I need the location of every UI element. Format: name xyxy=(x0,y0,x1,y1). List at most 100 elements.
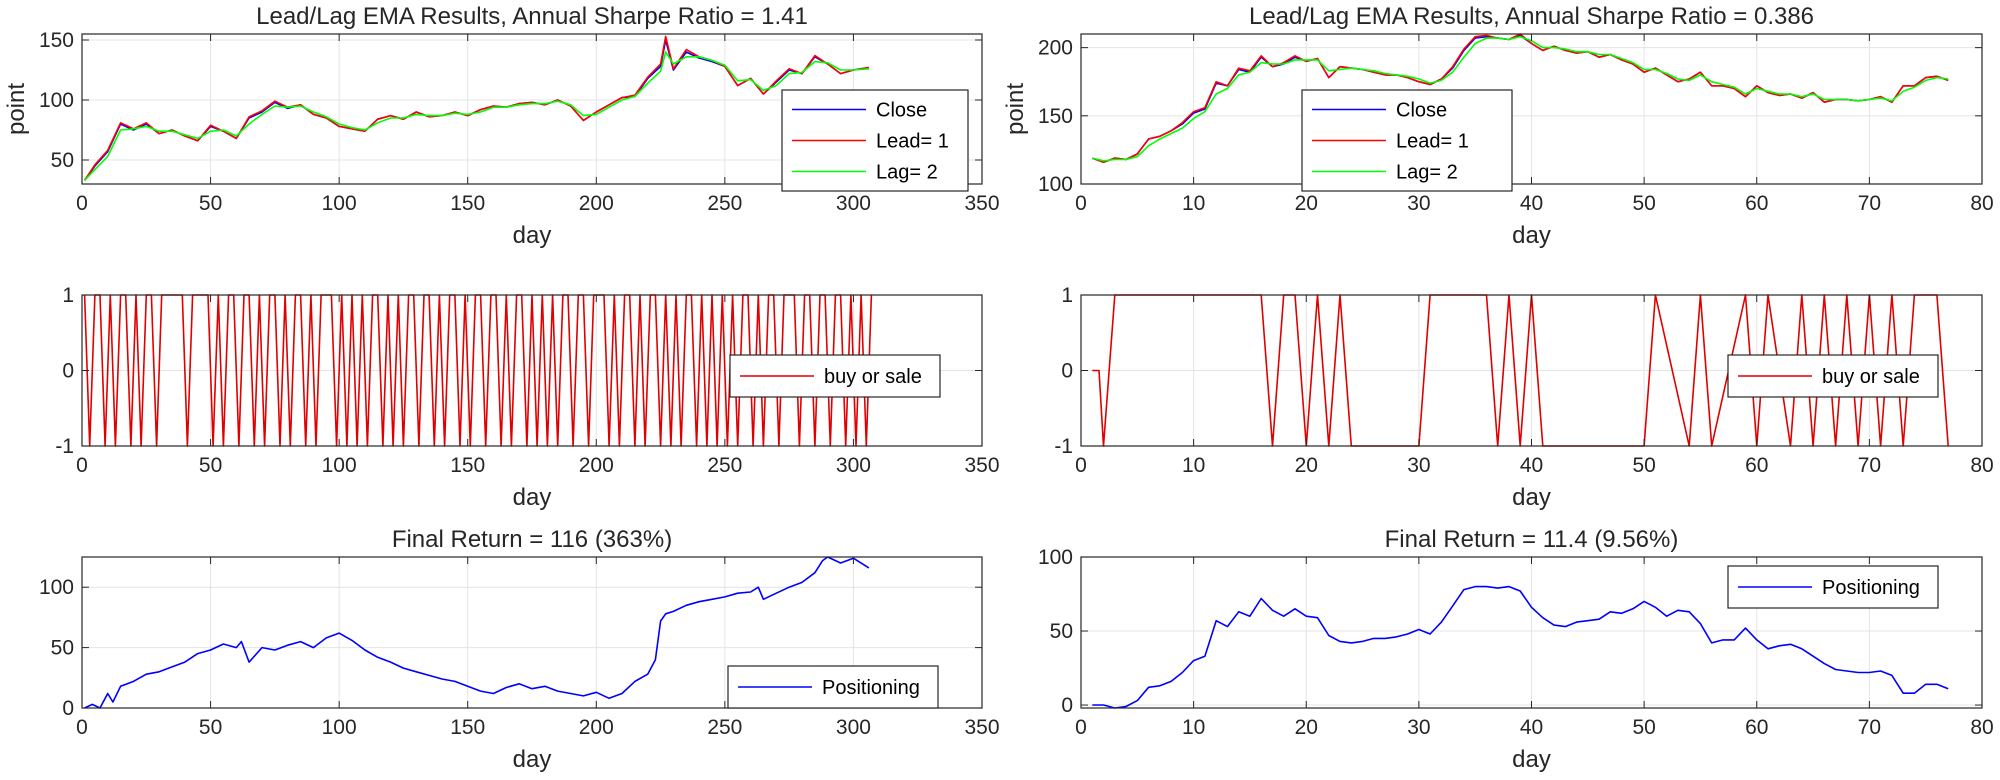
right-signal-xtick-label: 20 xyxy=(1295,454,1318,477)
right-price-ytick-label: 200 xyxy=(1038,37,1073,60)
left-price-legend-label: Close xyxy=(876,100,927,122)
right-price-legend-label: Close xyxy=(1396,100,1447,122)
left-price-xtick-label: 150 xyxy=(450,192,485,215)
left-return-xtick-label: 0 xyxy=(76,716,88,739)
left-price-ytick-label: 150 xyxy=(39,29,74,52)
right-price-legend-label: Lead= 1 xyxy=(1396,131,1469,153)
right-price-series-lag-2 xyxy=(1092,35,1949,162)
right-return-panel: 0 10 20 30 40 50 60 70 80 0 50 100 Final Return = 11… xyxy=(1038,526,1994,773)
left-signal-xlabel: day xyxy=(513,484,552,511)
left-price-legend: Close Lead= 1 Lag= 2 xyxy=(781,89,969,192)
right-signal-legend: buy or sale xyxy=(1727,354,1939,398)
left-signal-xtick-label: 200 xyxy=(579,454,614,477)
right-price-xtick-label: 60 xyxy=(1745,192,1768,215)
left-signal-xtick-label: 50 xyxy=(199,454,222,477)
left-return-ytick-label: 50 xyxy=(51,637,74,660)
left-signal-xtick-label: 0 xyxy=(76,454,88,477)
left-price-ylabel: point xyxy=(3,83,30,135)
right-price-xtick-label: 20 xyxy=(1295,192,1318,215)
left-price-xtick-label: 100 xyxy=(322,192,357,215)
right-price-ytick-label: 150 xyxy=(1038,105,1073,128)
left-price-series-lead-1 xyxy=(83,35,870,181)
right-return-xtick-label: 70 xyxy=(1858,716,1881,739)
left-return-legend: Positioning xyxy=(727,665,939,709)
right-price-legend: Close Lead= 1 Lag= 2 xyxy=(1301,89,1513,192)
left-return-ytick-label: 100 xyxy=(39,576,74,599)
left-return-xtick-label: 300 xyxy=(836,716,871,739)
left-price-ytick-label: 50 xyxy=(51,149,74,172)
left-price-xtick-label: 200 xyxy=(579,192,614,215)
right-signal-ytick-label: 1 xyxy=(1061,284,1073,307)
left-price-ytick-label: 100 xyxy=(39,89,74,112)
right-signal-xtick-label: 30 xyxy=(1407,454,1430,477)
right-price-xtick-label: 30 xyxy=(1407,192,1430,215)
right-signal-xtick-label: 50 xyxy=(1632,454,1655,477)
left-price-title: Lead/Lag EMA Results, Annual Sharpe Rati… xyxy=(256,3,808,30)
right-return-xtick-label: 50 xyxy=(1632,716,1655,739)
right-return-xlabel: day xyxy=(1512,746,1551,773)
right-signal-legend-label: buy or sale xyxy=(1822,366,1920,388)
left-return-axes-frame xyxy=(81,556,983,709)
left-return-panel: 0 50 100 150 200 250 300 350 0 50 100 Final Return … xyxy=(39,526,1000,773)
right-return-legend: Positioning xyxy=(1727,565,1939,609)
right-price-xtick-label: 50 xyxy=(1632,192,1655,215)
left-return-xtick-label: 50 xyxy=(199,716,222,739)
left-price-legend-label: Lead= 1 xyxy=(876,131,949,153)
left-return-xlabel: day xyxy=(513,746,552,773)
right-price-xtick-label: 10 xyxy=(1182,192,1205,215)
right-return-series-positioning xyxy=(1092,585,1949,709)
right-return-legend-box xyxy=(1727,565,1939,609)
right-price-xtick-label: 0 xyxy=(1075,192,1087,215)
left-price-xtick-label: 300 xyxy=(836,192,871,215)
right-return-xtick-label: 20 xyxy=(1295,716,1318,739)
right-return-ytick-label: 100 xyxy=(1038,546,1073,569)
left-price-xlabel: day xyxy=(513,222,552,249)
right-signal-ytick-label: -1 xyxy=(1054,435,1073,458)
right-price-ylabel: point xyxy=(1002,83,1029,135)
right-return-xtick-label: 80 xyxy=(1970,716,1993,739)
right-price-legend-label: Lag= 2 xyxy=(1396,162,1458,184)
right-price-xtick-label: 40 xyxy=(1520,192,1543,215)
right-return-xtick-label: 10 xyxy=(1182,716,1205,739)
left-price-axes-frame xyxy=(81,33,983,185)
left-return-xtick-label: 250 xyxy=(707,716,742,739)
left-signal-xtick-label: 300 xyxy=(836,454,871,477)
left-signal-xtick-label: 100 xyxy=(322,454,357,477)
left-return-series-positioning xyxy=(84,556,870,709)
right-price-panel: 0 10 20 30 40 50 60 70 80 100 150 200 Lead/Lag EMA R… xyxy=(1002,3,1994,249)
right-return-xtick-label: 30 xyxy=(1407,716,1430,739)
left-price-xtick-label: 250 xyxy=(707,192,742,215)
right-return-xtick-label: 40 xyxy=(1520,716,1543,739)
left-price-xtick-label: 350 xyxy=(964,192,999,215)
left-return-xtick-label: 100 xyxy=(322,716,357,739)
left-signal-xtick-label: 350 xyxy=(964,454,999,477)
left-return-ytick-label: 0 xyxy=(62,697,74,720)
left-return-title: Final Return = 116 (363%) xyxy=(392,526,672,553)
right-price-xtick-label: 70 xyxy=(1858,192,1881,215)
left-signal-legend-label: buy or sale xyxy=(824,366,922,388)
right-price-xlabel: day xyxy=(1512,222,1551,249)
right-signal-xtick-label: 60 xyxy=(1745,454,1768,477)
right-signal-xtick-label: 40 xyxy=(1520,454,1543,477)
right-price-title: Lead/Lag EMA Results, Annual Sharpe Rati… xyxy=(1249,3,1814,30)
left-price-xtick-label: 0 xyxy=(76,192,88,215)
right-price-ytick-label: 100 xyxy=(1038,173,1073,196)
right-return-xtick-label: 60 xyxy=(1745,716,1768,739)
left-price-legend-label: Lag= 2 xyxy=(876,162,938,184)
right-price-xtick-label: 80 xyxy=(1970,192,1993,215)
left-signal-xtick-label: 150 xyxy=(450,454,485,477)
left-return-xtick-label: 350 xyxy=(964,716,999,739)
right-signal-xtick-label: 70 xyxy=(1858,454,1881,477)
left-signal-legend: buy or sale xyxy=(729,354,941,398)
right-signal-xtick-label: 10 xyxy=(1182,454,1205,477)
left-return-xtick-label: 150 xyxy=(450,716,485,739)
left-signal-ytick-label: 0 xyxy=(62,360,74,383)
right-signal-xlabel: day xyxy=(1512,484,1551,511)
left-signal-ytick-label: -1 xyxy=(55,435,74,458)
right-signal-xtick-label: 80 xyxy=(1970,454,1993,477)
right-return-ytick-label: 50 xyxy=(1050,620,1073,643)
